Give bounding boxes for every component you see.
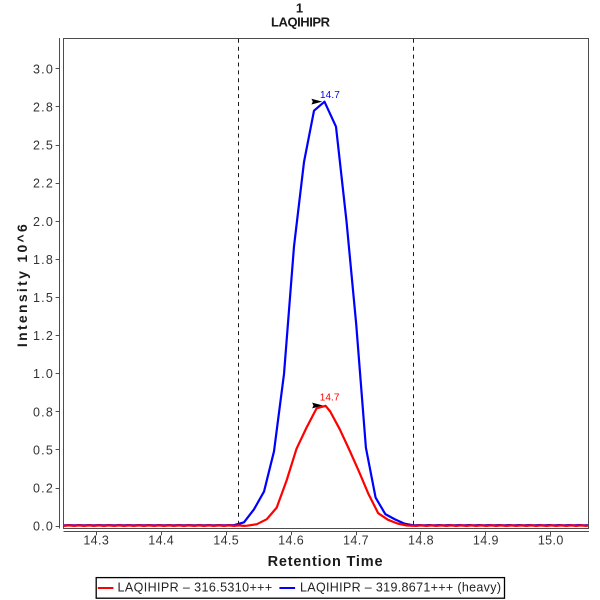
svg-text:0.8: 0.8 <box>33 405 54 419</box>
svg-text:14.7: 14.7 <box>320 393 340 404</box>
svg-text:0.2: 0.2 <box>33 482 54 496</box>
svg-text:14.4: 14.4 <box>148 534 174 548</box>
svg-text:Retention Time: Retention Time <box>268 554 384 570</box>
svg-text:1.5: 1.5 <box>33 291 54 305</box>
svg-text:3.0: 3.0 <box>33 62 54 76</box>
svg-text:14.5: 14.5 <box>213 534 239 548</box>
svg-text:1.2: 1.2 <box>33 329 54 343</box>
svg-text:LAQIHIPR: LAQIHIPR <box>271 14 331 29</box>
svg-text:14.7: 14.7 <box>320 90 340 101</box>
svg-text:LAQIHIPR – 316.5310+++: LAQIHIPR – 316.5310+++ <box>118 581 273 595</box>
svg-text:14.8: 14.8 <box>408 534 434 548</box>
svg-text:LAQIHIPR – 319.8671+++ (heavy): LAQIHIPR – 319.8671+++ (heavy) <box>300 581 501 595</box>
svg-text:2.0: 2.0 <box>33 215 54 229</box>
svg-text:1.8: 1.8 <box>33 253 54 267</box>
svg-text:2.2: 2.2 <box>33 177 54 191</box>
svg-text:15.0: 15.0 <box>538 534 564 548</box>
svg-text:1.0: 1.0 <box>33 367 54 381</box>
svg-text:14.3: 14.3 <box>83 534 109 548</box>
svg-text:2.5: 2.5 <box>33 139 54 153</box>
svg-text:0.5: 0.5 <box>33 443 54 457</box>
svg-text:1: 1 <box>296 0 303 15</box>
svg-text:14.7: 14.7 <box>343 534 369 548</box>
svg-text:2.8: 2.8 <box>33 101 54 115</box>
svg-text:14.6: 14.6 <box>278 534 304 548</box>
svg-text:Intensity 10^6: Intensity 10^6 <box>14 222 30 347</box>
svg-text:0.0: 0.0 <box>33 520 54 534</box>
svg-text:14.9: 14.9 <box>473 534 499 548</box>
